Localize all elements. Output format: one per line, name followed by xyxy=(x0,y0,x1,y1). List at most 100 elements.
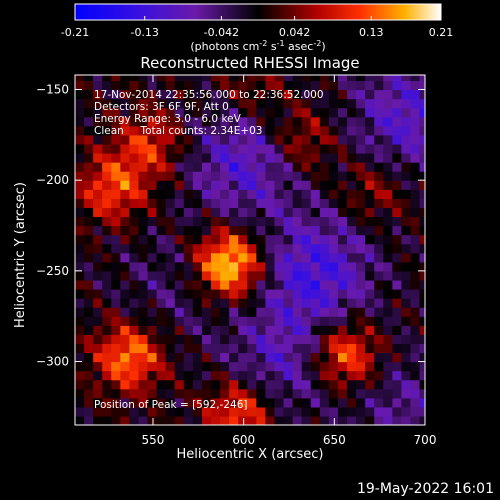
heatmap-cell xyxy=(211,80,221,91)
heatmap-cell xyxy=(229,98,239,109)
heatmap-cell xyxy=(183,225,194,236)
heatmap-cell xyxy=(283,107,294,118)
heatmap-cell xyxy=(410,80,421,91)
heatmap-cell xyxy=(328,279,339,290)
heatmap-cell xyxy=(93,234,103,245)
heatmap-cell xyxy=(256,279,267,290)
heatmap-cell xyxy=(265,370,276,381)
heatmap-cell xyxy=(356,316,366,326)
heatmap-cell xyxy=(201,243,212,254)
heatmap-cell xyxy=(265,198,276,208)
heatmap-cell xyxy=(102,261,112,272)
heatmap-cell xyxy=(292,162,303,172)
heatmap-cell xyxy=(211,415,221,425)
heatmap-cell xyxy=(374,406,384,417)
heatmap-cell xyxy=(419,225,425,236)
heatmap-cell xyxy=(220,352,230,363)
heatmap-cell xyxy=(211,288,221,299)
heatmap-cell xyxy=(310,134,321,145)
heatmap-cell xyxy=(111,270,121,281)
heatmap-cell xyxy=(165,415,176,425)
heatmap-cell xyxy=(111,388,121,399)
heatmap-cell xyxy=(229,207,239,218)
heatmap-cell xyxy=(401,125,412,136)
heatmap-cell xyxy=(374,388,384,399)
heatmap-cell xyxy=(220,116,230,127)
heatmap-cell xyxy=(211,75,221,82)
heatmap-cell xyxy=(238,171,248,181)
heatmap-cell xyxy=(75,180,85,190)
heatmap-cell xyxy=(247,343,257,354)
heatmap-cell xyxy=(292,152,303,163)
heatmap-cell xyxy=(374,279,384,290)
y-axis-ticks: −150−200−250−300 xyxy=(36,83,425,369)
heatmap-cell xyxy=(356,216,366,227)
heatmap-cell xyxy=(419,116,425,127)
heatmap-cell xyxy=(274,134,285,145)
heatmap-cell xyxy=(211,270,221,281)
heatmap-cell xyxy=(165,143,176,154)
heatmap-cell xyxy=(337,75,348,82)
heatmap-cell xyxy=(174,116,185,127)
heatmap-cell xyxy=(365,270,375,281)
heatmap-cell xyxy=(93,279,103,290)
heatmap-cell xyxy=(328,316,339,326)
heatmap-cell xyxy=(337,198,348,208)
heatmap-cell xyxy=(337,89,348,100)
heatmap-cell xyxy=(383,207,393,218)
heatmap-cell xyxy=(174,298,185,308)
heatmap-cell xyxy=(129,370,140,381)
heatmap-cell xyxy=(192,361,203,372)
heatmap-cell xyxy=(392,162,403,172)
heatmap-cell xyxy=(75,307,85,317)
heatmap-cell xyxy=(310,216,321,227)
heatmap-cell xyxy=(374,107,384,118)
heatmap-cell xyxy=(220,189,230,199)
heatmap-cell xyxy=(165,152,176,163)
heatmap-cell xyxy=(156,334,167,344)
heatmap-cell xyxy=(256,406,267,417)
heatmap-cell xyxy=(93,343,103,354)
heatmap-cell xyxy=(256,415,267,425)
heatmap-cell xyxy=(229,107,239,118)
heatmap-cell xyxy=(238,252,248,263)
heatmap-cell xyxy=(392,307,403,317)
heatmap-cell xyxy=(256,379,267,390)
heatmap-cell xyxy=(410,207,421,218)
heatmap-cell xyxy=(274,298,285,308)
heatmap-cell xyxy=(383,171,393,181)
heatmap-cell xyxy=(301,134,312,145)
heatmap-cell xyxy=(129,316,140,326)
heatmap-cell xyxy=(156,243,167,254)
heatmap-cell xyxy=(383,116,393,127)
heatmap-cell xyxy=(192,270,203,281)
heatmap-cell xyxy=(319,261,330,272)
heatmap-cell xyxy=(365,143,375,154)
heatmap-cell xyxy=(274,234,285,245)
heatmap-cell xyxy=(265,152,276,163)
heatmap-cell xyxy=(192,98,203,109)
heatmap-cell xyxy=(337,171,348,181)
heatmap-cell xyxy=(319,152,330,163)
heatmap-cell xyxy=(102,207,112,218)
heatmap-cell xyxy=(383,252,393,263)
heatmap-cell xyxy=(165,397,176,408)
heatmap-cell xyxy=(410,134,421,145)
heatmap-cell xyxy=(129,189,140,199)
heatmap-cell xyxy=(220,334,230,344)
heatmap-cell xyxy=(283,243,294,254)
heatmap-cell xyxy=(201,307,212,317)
heatmap-cell xyxy=(84,316,94,326)
heatmap-cell xyxy=(111,252,121,263)
heatmap-cell xyxy=(383,125,393,136)
heatmap-cell xyxy=(220,80,230,91)
heatmap-cell xyxy=(238,234,248,245)
heatmap-cell xyxy=(238,75,248,82)
heatmap-cell xyxy=(120,80,131,91)
heatmap-cell xyxy=(265,379,276,390)
heatmap-cell xyxy=(183,252,194,263)
heatmap-cell xyxy=(374,125,384,136)
heatmap-cell xyxy=(102,216,112,227)
heatmap-cell xyxy=(174,397,185,408)
heatmap-cell xyxy=(310,180,321,190)
